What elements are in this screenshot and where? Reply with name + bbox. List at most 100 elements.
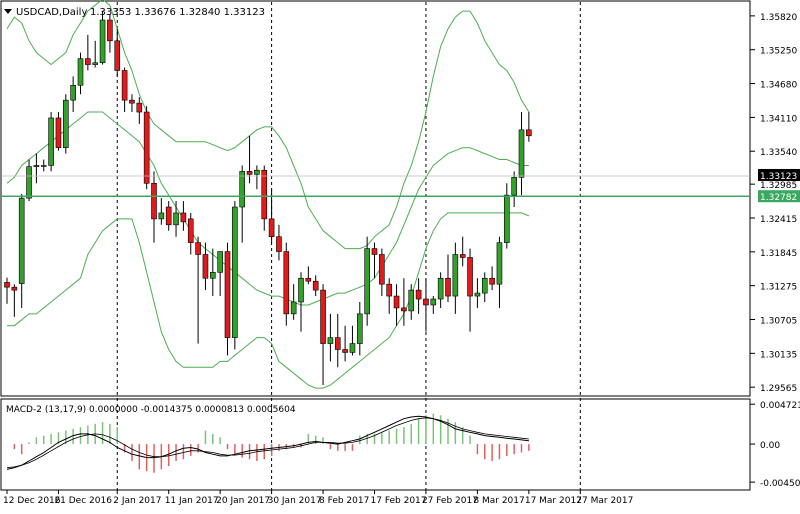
candle-body (467, 257, 473, 297)
candle-body (298, 277, 304, 303)
macd-tick-label: 0.00 (760, 441, 780, 451)
candle-body (423, 298, 429, 306)
time-tick-label: 8 Mar 2017 (473, 496, 524, 506)
candle-body (143, 111, 150, 184)
chart-symbol-title: USDCAD,Daily (16, 7, 87, 18)
candle-body (408, 289, 415, 312)
macd-lines (6, 415, 529, 470)
candle-body (342, 349, 348, 353)
candle-body (70, 85, 76, 101)
candle-body (526, 129, 532, 137)
candle-body (92, 62, 98, 65)
candle-body (437, 277, 444, 300)
macd-tick-label: -0.004506 (760, 479, 800, 489)
candle-body (151, 182, 157, 220)
candle-body (173, 212, 179, 226)
candle-body (158, 212, 165, 220)
candle-body (165, 206, 172, 226)
time-tick-label: 30 Jan 2017 (268, 496, 322, 506)
price-tick-label: 1.29565 (760, 384, 797, 394)
price-tick-label: 1.31845 (760, 249, 797, 259)
price-tick-label: 1.33540 (760, 148, 797, 158)
candle-body (180, 212, 187, 223)
candle-body (371, 248, 378, 255)
time-tick-label: 2 Jan 2017 (113, 496, 161, 506)
time-tick-label: 21 Dec 2016 (54, 496, 112, 506)
price-axis: 1.35820 1.35250 1.34680 1.34110 1.33540 1.329… (750, 13, 800, 394)
candle-body (459, 254, 466, 258)
time-tick-label: 11 Jan 2017 (165, 496, 219, 506)
candle-body (276, 236, 282, 252)
candle-body (511, 177, 517, 196)
candle-body (11, 286, 18, 291)
candle-body (18, 197, 25, 284)
macd-signal-line (6, 417, 529, 469)
macd-main-line (6, 415, 529, 470)
macd-histogram (13, 413, 530, 473)
time-tick-label: 8 Feb 2017 (319, 496, 369, 506)
bollinger-bands (6, 0, 530, 389)
candle-body (217, 251, 223, 273)
candle-body (232, 206, 238, 338)
candle-body (393, 295, 400, 309)
price-tick-label: 1.30135 (760, 350, 797, 360)
current-price-tag (758, 168, 800, 181)
candle-body (481, 277, 488, 294)
candle-body (401, 307, 407, 312)
candle-body (445, 277, 451, 297)
current-price-label: 1.33123 (760, 172, 797, 182)
candle-body (254, 169, 260, 175)
price-tick-label: 1.30705 (760, 317, 797, 327)
candle-body (334, 337, 341, 350)
candle-body (489, 277, 495, 285)
bollinger-lower-band (7, 212, 530, 389)
time-tick-label: 27 Feb 2017 (422, 496, 478, 506)
level-price-label: 1.32782 (760, 193, 797, 203)
macd-title: MACD-2 (13,17,9) 0.0000000 -0.0014375 0.… (6, 405, 296, 415)
candle-body (496, 242, 503, 285)
candle-body (77, 58, 84, 86)
bollinger-upper-band (6, 0, 530, 250)
candle-body (320, 289, 326, 344)
symbol-menu-arrow-icon[interactable] (4, 9, 12, 14)
candle-body (312, 280, 319, 291)
candle-body (136, 102, 143, 113)
candle-body (210, 272, 216, 279)
candle-body (430, 298, 437, 306)
candle-body (268, 218, 275, 237)
candle-body (503, 194, 510, 243)
candle-body (85, 58, 91, 65)
time-tick-label: 17 Mar 2017 (525, 496, 582, 506)
candle-body (246, 171, 253, 175)
macd-axis: 0.004721 0.00 -0.004506 (750, 401, 800, 489)
candle-body (121, 70, 128, 101)
candle-body (33, 165, 40, 167)
candle-body (224, 251, 231, 338)
candle-body (261, 169, 268, 220)
candle-body (356, 313, 363, 344)
candle-body (518, 129, 525, 178)
candle-body (239, 171, 245, 208)
macd-tick-label: 0.004721 (760, 401, 800, 411)
candle-body (195, 242, 201, 255)
candle-body (99, 19, 106, 64)
level-price-tag (758, 190, 800, 203)
level-line-group (2, 175, 750, 197)
candles (4, 11, 532, 386)
candle-body (114, 40, 121, 71)
candle-body (48, 117, 54, 166)
candle-body (415, 289, 422, 300)
candle-body (290, 301, 297, 315)
price-tick-label: 1.32985 (760, 181, 797, 191)
candle-body (283, 251, 290, 315)
candle-body (55, 117, 62, 148)
price-tick-label: 1.35250 (760, 47, 797, 57)
price-tick-label: 1.32415 (760, 215, 797, 225)
price-tick-label: 1.35820 (760, 13, 797, 23)
period-separators (116, 2, 581, 490)
candle-body (474, 292, 481, 297)
candle-body (187, 218, 194, 243)
bollinger-middle-band (6, 111, 529, 306)
